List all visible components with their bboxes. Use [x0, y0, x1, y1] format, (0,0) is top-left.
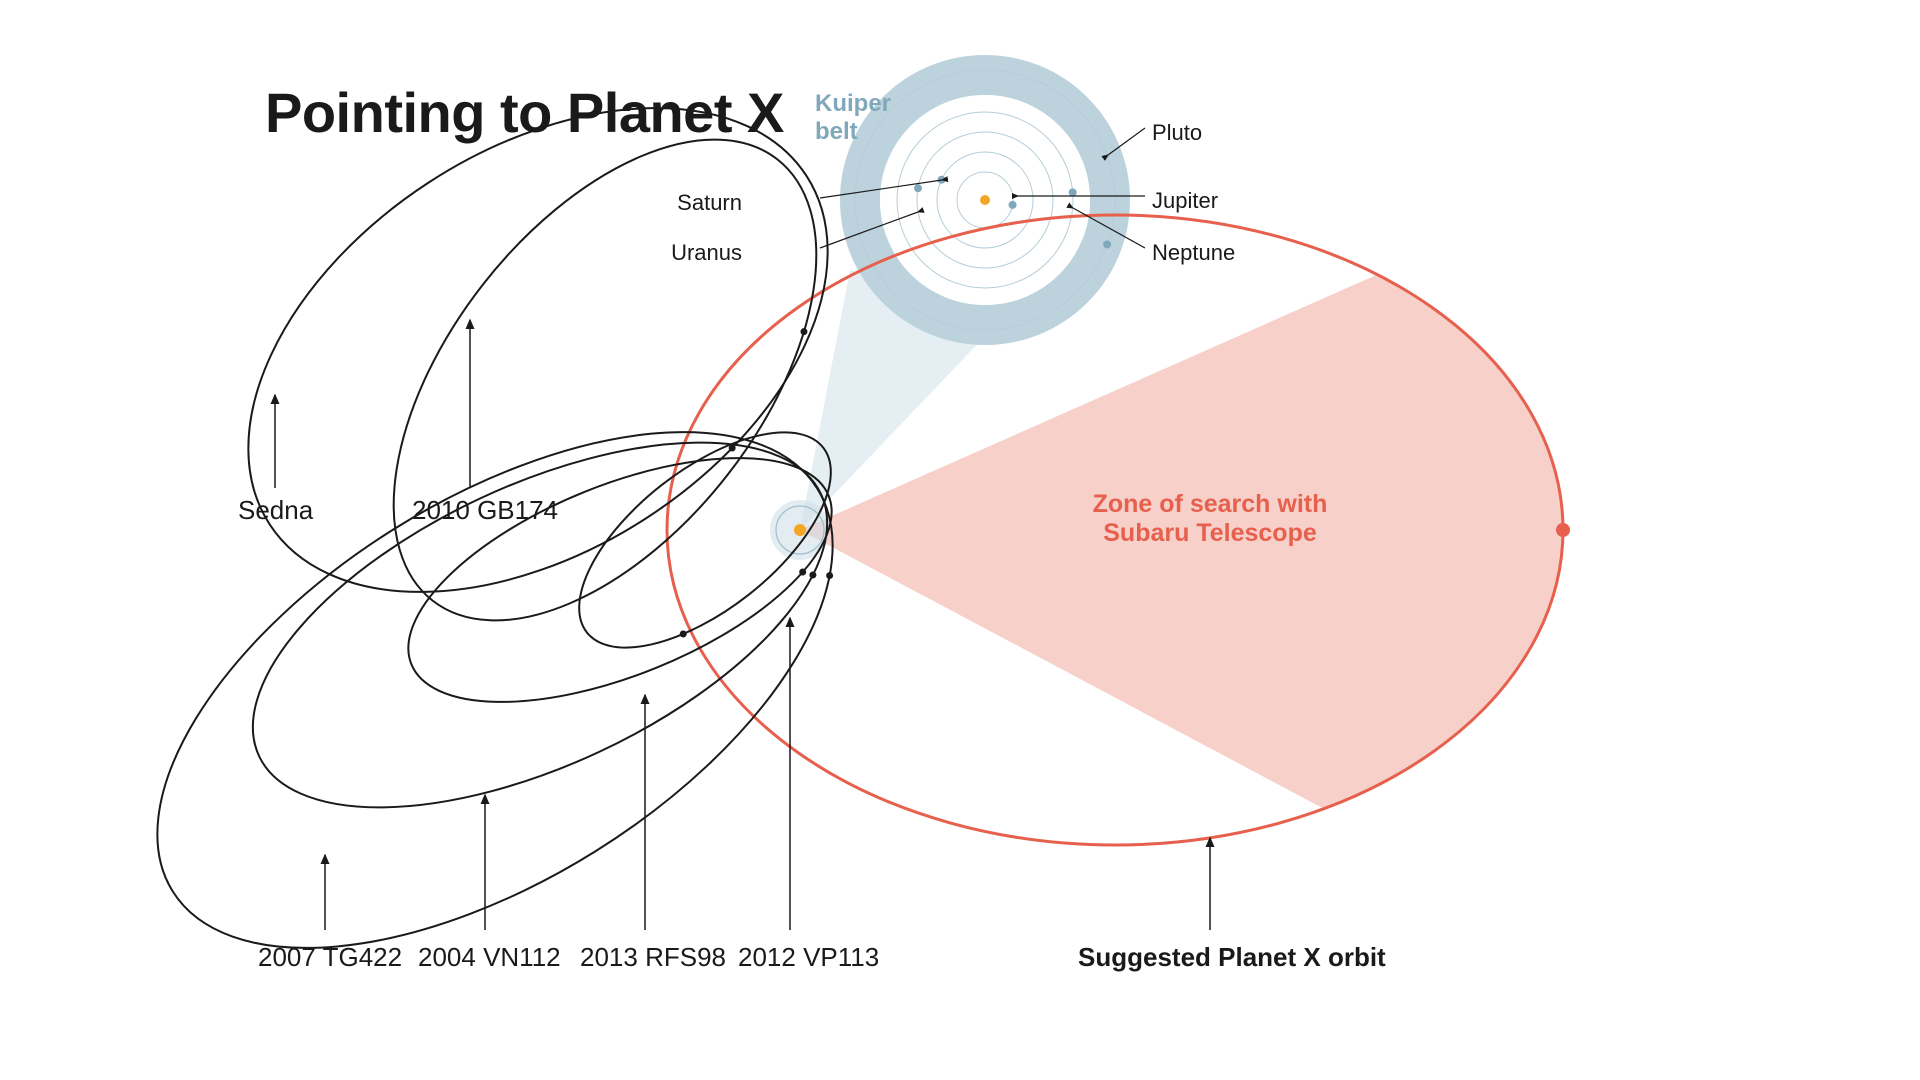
- label-suggested-planet-x-orbit: Suggested Planet X orbit: [1078, 942, 1386, 973]
- sun-icon: [794, 524, 806, 536]
- diagram-svg: [0, 0, 1920, 1080]
- label-2012-vp113: 2012 VP113: [738, 942, 879, 973]
- label-uranus: Uranus: [671, 240, 742, 266]
- label-2004-vn112: 2004 VN112: [418, 942, 561, 973]
- label-belt: belt: [815, 118, 858, 146]
- label-saturn: Saturn: [677, 190, 742, 216]
- orbit-2010 GB174: [310, 64, 899, 696]
- diagram-stage: { "canvas": { "w": 1920, "h": 1080, "bg"…: [0, 0, 1920, 1080]
- diagram-title: Pointing to Planet X: [265, 80, 784, 145]
- label-2007-tg422: 2007 TG422: [258, 942, 402, 973]
- label-neptune: Neptune: [1152, 240, 1235, 266]
- jupiter-dot: [1009, 201, 1017, 209]
- kuiper-belt-inset: [855, 70, 1115, 330]
- uranus-dot: [914, 184, 922, 192]
- label-2010-gb174: 2010 GB174: [412, 495, 558, 526]
- zone-label-line1: Zone of search with: [1093, 490, 1328, 518]
- neptune-dot: [1069, 188, 1077, 196]
- label-jupiter: Jupiter: [1152, 188, 1218, 214]
- search-zone-label: Zone of search with Subaru Telescope: [1080, 490, 1340, 548]
- pluto-dot: [1103, 240, 1111, 248]
- zone-label-line2: Subaru Telescope: [1103, 519, 1317, 547]
- label-pluto: Pluto: [1152, 120, 1202, 146]
- label-sedna: Sedna: [238, 495, 313, 526]
- label-kuiper: Kuiper: [815, 90, 891, 118]
- planet-x-dot: [1556, 523, 1570, 537]
- orbit-2013 RFS98: [376, 408, 864, 753]
- orbit-2004 VN112: [200, 367, 880, 883]
- label-2013-rfs98: 2013 RFS98: [580, 942, 726, 973]
